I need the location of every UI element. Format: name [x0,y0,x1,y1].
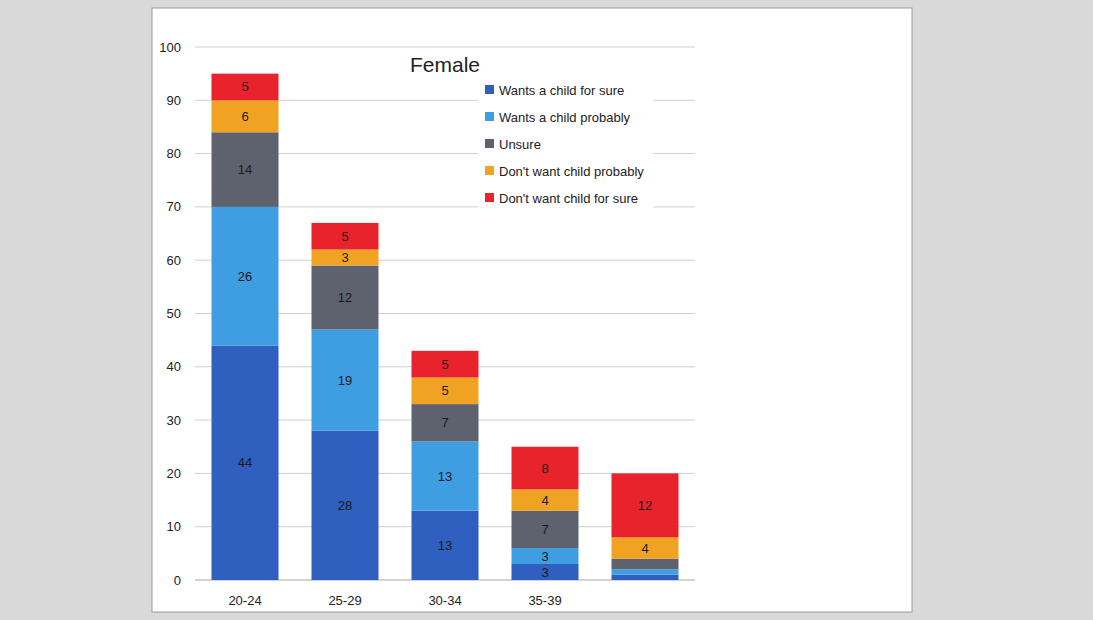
y-tick-label: 50 [167,306,181,321]
y-tick-label: 100 [159,40,181,55]
data-label: 12 [638,498,652,513]
data-label: 6 [241,109,248,124]
bar-segment [512,447,579,490]
bar-segment [512,564,579,580]
chart: 0102030405060708090100442614652819123513… [0,0,1093,620]
data-label: 26 [238,269,252,284]
bar-segment [612,473,679,537]
bar-segment [312,431,379,580]
y-tick-label: 90 [167,93,181,108]
legend-swatch [485,85,494,94]
data-label: 14 [238,162,252,177]
legend: Wants a child for sure Wants a child prob… [478,79,653,211]
data-label: 19 [338,373,352,388]
legend-swatch [485,166,494,175]
y-tick-label: 40 [167,359,181,374]
bar-segment [612,575,679,580]
y-tick-label: 30 [167,413,181,428]
legend-entry: Don't want child for sure [499,191,638,206]
bars [212,74,679,580]
bar-segment [612,537,679,558]
bar-segment [212,74,279,101]
data-label: 12 [338,290,352,305]
data-label: 5 [341,229,348,244]
legend-background [478,79,653,211]
chart-title: Female [410,53,480,76]
data-label: 4 [641,541,648,556]
legend-swatch [485,112,494,121]
data-label: 7 [441,415,448,430]
data-label: 3 [541,549,548,564]
bar-segment [212,345,279,580]
y-tick-label: 70 [167,199,181,214]
x-tick-label: 25-29 [328,593,361,608]
bar-segment [412,511,479,580]
legend-swatch [485,139,494,148]
bar-segment [512,548,579,564]
y-tick-label: 0 [174,573,181,588]
bar-segment [312,266,379,330]
bar-segment [412,404,479,441]
bar-segment [212,207,279,346]
data-label: 13 [438,469,452,484]
x-tick-label: 20-24 [228,593,261,608]
bar-segment [612,559,679,570]
data-label: 7 [541,522,548,537]
chart-panel [152,8,912,612]
data-label: 5 [441,383,448,398]
y-tick-label: 80 [167,146,181,161]
grid [195,47,695,580]
data-label: 3 [541,565,548,580]
data-label: 5 [241,79,248,94]
legend-entry: Wants a child for sure [499,83,624,98]
data-label: 13 [438,538,452,553]
bar-segment [512,511,579,548]
data-label: 44 [238,455,252,470]
data-label: 28 [338,498,352,513]
y-tick-label: 60 [167,253,181,268]
legend-swatch [485,193,494,202]
bar-segment [412,377,479,404]
x-tick-label: 30-34 [428,593,461,608]
grid-line [195,47,695,48]
page: 0102030405060708090100442614652819123513… [0,0,1093,620]
y-tick-label: 10 [167,519,181,534]
data-label: 3 [341,250,348,265]
bar-segment [412,441,479,510]
bar-segment [612,569,679,574]
legend-entry: Wants a child probably [499,110,631,125]
legend-entry: Unsure [499,137,541,152]
bar-segment [312,223,379,250]
bar-segment [212,132,279,207]
bar-segment [312,250,379,266]
bar-segment [312,329,379,430]
bar-segment [512,489,579,510]
data-label: 5 [441,357,448,372]
bar-segment [212,100,279,132]
data-label: 4 [541,493,548,508]
data-label: 8 [541,461,548,476]
bar-segment [412,351,479,378]
x-tick-label: 35-39 [528,593,561,608]
legend-entry: Don't want child probably [499,164,644,179]
y-tick-label: 20 [167,466,181,481]
